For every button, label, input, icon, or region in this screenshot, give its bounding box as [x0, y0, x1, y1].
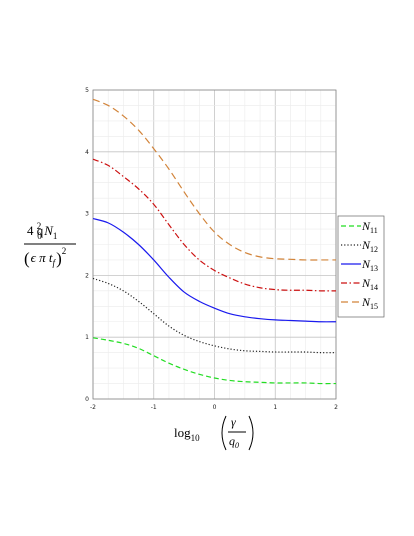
- x-axis-label: log10 γ q0: [174, 415, 254, 451]
- x-tick-label: 0: [213, 404, 217, 411]
- legend-box: [337, 215, 385, 318]
- series-lines: [92, 98, 337, 385]
- y-label-den-open: (: [24, 249, 30, 268]
- y-label-den: ϵ π t: [31, 250, 53, 265]
- legend-label-n11: N11: [361, 219, 378, 235]
- legend-label-n14: N14: [361, 276, 378, 292]
- x-tick-label: 1: [273, 404, 277, 411]
- x-label-log: log: [174, 425, 191, 440]
- x-label-q: q: [229, 434, 235, 448]
- legend-label-n12: N12: [361, 238, 378, 254]
- x-label-paren-left: [221, 415, 227, 451]
- series-line-n12: [92, 277, 337, 354]
- x-label-paren-right: [248, 415, 254, 451]
- y-label-den-sup: 2: [62, 246, 67, 256]
- x-label-q-sub: 0: [235, 441, 239, 450]
- y-label-den-close: ): [56, 249, 62, 268]
- svg-text:q0: q0: [229, 434, 239, 450]
- svg-text:log10: log10: [174, 425, 200, 443]
- y-label-n-sub: 1: [53, 231, 58, 241]
- series-line-n14: [92, 158, 337, 292]
- legend: N11 N12 N13 N14 N15: [337, 215, 385, 318]
- x-tick-label: 2: [334, 404, 338, 411]
- y-label-num: 4 q: [27, 223, 44, 238]
- y-tick-label: 0: [85, 396, 89, 403]
- legend-label-n15: N15: [361, 295, 378, 311]
- svg-text:(ϵ π tf)2: (ϵ π tf)2: [24, 246, 66, 268]
- y-label-t-sub: f: [53, 258, 57, 268]
- y-label-n: N: [43, 223, 54, 238]
- x-tick-label: -2: [90, 404, 96, 411]
- x-tick-label: -1: [151, 404, 157, 411]
- series-line-n11: [92, 337, 337, 385]
- legend-label-n13: N13: [361, 257, 378, 273]
- y-tick-label: 5: [85, 87, 89, 94]
- y-axis-label: 4 q02 N1 (ϵ π tf)2: [24, 221, 76, 268]
- y-label-q-sub: 0: [37, 231, 42, 241]
- tick-labels: -2 -1 0 1 2 0 1 2 3 4 5: [85, 87, 338, 411]
- plot-frame: [92, 89, 337, 400]
- grid: [92, 89, 337, 400]
- y-label-q-sup: 2: [37, 221, 42, 231]
- y-tick-label: 4: [85, 149, 89, 156]
- x-label-gamma: γ: [231, 415, 236, 429]
- series-line-n15: [92, 98, 336, 261]
- y-tick-label: 3: [85, 211, 89, 218]
- series-line-n13: [92, 217, 337, 323]
- x-label-log-sub: 10: [191, 433, 201, 443]
- y-tick-label: 1: [85, 334, 89, 341]
- y-tick-label: 2: [85, 272, 89, 279]
